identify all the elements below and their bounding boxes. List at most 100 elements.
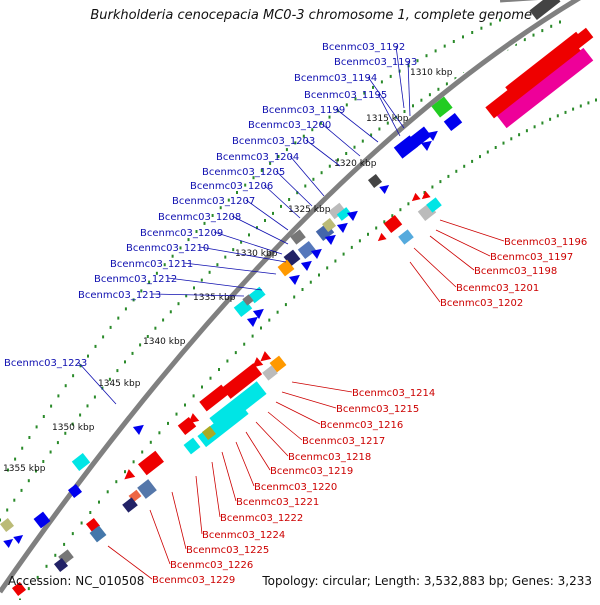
outer-tick-dot xyxy=(124,307,127,311)
outer-tick-dot xyxy=(403,110,406,113)
reverse-gene-leader xyxy=(221,451,237,502)
outer-tick-dot xyxy=(56,441,59,445)
outer-tick-dot xyxy=(370,133,373,137)
outer-tick-dot xyxy=(425,54,428,58)
outer-tick-dot xyxy=(177,302,180,306)
inner-tick-dot xyxy=(479,155,481,159)
outer-tick-dot xyxy=(312,177,315,181)
outer-tick-dot xyxy=(361,139,364,143)
outer-tick-dot xyxy=(132,298,135,302)
forward-gene-label: Bcenmc03_1206 xyxy=(190,181,273,192)
outer-tick-dot xyxy=(236,191,238,194)
gene-feature-red xyxy=(138,450,164,476)
inner-tick-dot xyxy=(124,470,126,474)
forward-gene-label: Bcenmc03_1213 xyxy=(78,290,161,301)
inner-tick-dot xyxy=(541,121,544,125)
outer-tick-dot xyxy=(42,415,45,418)
gene-feature-cyan xyxy=(71,452,91,472)
inner-tick-dot xyxy=(383,220,386,224)
reverse-gene-leader xyxy=(149,509,171,565)
inner-tick-dot xyxy=(391,214,394,218)
reverse-gene-leader xyxy=(267,411,303,441)
outer-tick-dot xyxy=(541,29,544,33)
reverse-gene-leader xyxy=(255,421,289,457)
forward-gene-leader xyxy=(305,139,341,167)
outer-tick-dot xyxy=(179,246,182,250)
inner-tick-dot xyxy=(463,164,466,168)
outer-tick-dot xyxy=(216,263,219,267)
outer-tick-dot xyxy=(86,404,89,408)
inner-tick-dot xyxy=(367,232,369,236)
outer-tick-dot xyxy=(203,221,206,225)
inner-tick-dot xyxy=(27,587,30,591)
outer-tick-dot xyxy=(260,169,263,172)
kbp-tick-label: 1340 kbp xyxy=(143,337,186,347)
inner-tick-dot xyxy=(106,490,109,494)
reverse-gene-leader xyxy=(291,381,353,393)
outer-tick-dot xyxy=(187,238,190,242)
outer-tick-dot xyxy=(87,354,89,358)
gene-feature-cyan xyxy=(183,437,201,455)
inner-tick-dot xyxy=(439,180,442,184)
backbone-layer xyxy=(0,0,582,594)
outer-tick-dot xyxy=(319,121,322,125)
outer-tick-dot xyxy=(363,91,366,95)
forward-gene-label: Bcenmc03_1194 xyxy=(294,73,377,84)
gene-arrow xyxy=(13,534,24,545)
forward-gene-label: Bcenmc03_1208 xyxy=(158,212,241,223)
outer-tick-dot xyxy=(94,344,97,348)
outer-tick-dot xyxy=(550,24,553,28)
inner-tick-dot xyxy=(579,104,582,108)
outer-tick-dot xyxy=(480,26,483,30)
gene-arrow xyxy=(300,260,312,271)
kbp-tick-label: 1315 kbp xyxy=(366,114,409,124)
inner-tick-dot xyxy=(226,359,229,363)
forward-gene-leader xyxy=(213,231,283,255)
gene-feature-grey xyxy=(242,294,254,306)
inner-tick-dot xyxy=(318,273,320,277)
outer-tick-dot xyxy=(185,294,188,298)
outer-tick-dot xyxy=(445,82,448,86)
outer-tick-dot xyxy=(328,164,331,168)
gene-feature xyxy=(33,511,51,529)
forward-gene-label: Bcenmc03_1210 xyxy=(126,243,209,254)
reverse-gene-leader xyxy=(171,491,187,550)
outer-tick-dot xyxy=(140,289,143,293)
map-title: Burkholderia cenocepacia MC0-3 chromosom… xyxy=(90,8,532,23)
inner-tick-dot xyxy=(350,245,353,249)
gene-feature-lightblue xyxy=(398,229,414,245)
reverse-gene-labels-layer: Bcenmc03_1196 Bcenmc03_1197 Bcenmc03_1198 B… xyxy=(107,219,587,586)
gene-feature xyxy=(443,112,463,132)
reverse-gene-label: Bcenmc03_1197 xyxy=(490,252,573,263)
kbp-tick-label: 1345 kbp xyxy=(98,379,141,389)
outer-tick-dot xyxy=(337,158,339,162)
outer-tick-dot xyxy=(93,395,96,399)
gene-feature-olive xyxy=(0,517,15,533)
reverse-gene-leader xyxy=(413,247,457,288)
forward-gene-leader xyxy=(167,277,263,291)
inner-tick-dot xyxy=(399,208,402,212)
inner-tick-dot xyxy=(184,403,186,407)
inner-tick-dot xyxy=(518,133,521,137)
inner-tick-dot xyxy=(209,376,212,380)
inner-tick-dot xyxy=(423,191,426,194)
inner-tick-dot xyxy=(301,288,304,291)
outer-tick-dot xyxy=(13,498,16,502)
outer-tick-dot xyxy=(372,85,374,89)
gene-arrow xyxy=(346,210,358,221)
reverse-gene-label: Bcenmc03_1201 xyxy=(456,283,539,294)
forward-gene-label: Bcenmc03_1193 xyxy=(334,57,417,68)
gene-feature-red xyxy=(177,416,197,436)
outer-tick-dot xyxy=(407,64,410,68)
gene-feature-red xyxy=(383,214,403,234)
forward-gene-label: Bcenmc03_1203 xyxy=(232,136,315,147)
reverse-gene-label: Bcenmc03_1217 xyxy=(302,436,385,447)
forward-gene-leader xyxy=(183,262,277,275)
reverse-gene-label: Bcenmc03_1226 xyxy=(170,560,253,571)
outer-tick-dot xyxy=(559,20,561,24)
kbp-tick-label: 1330 kbp xyxy=(235,249,278,259)
outer-tick-dot xyxy=(443,44,446,48)
forward-gene-leader xyxy=(377,93,401,137)
outer-tick-dot xyxy=(14,457,17,461)
gene-feature-grey xyxy=(328,202,346,220)
